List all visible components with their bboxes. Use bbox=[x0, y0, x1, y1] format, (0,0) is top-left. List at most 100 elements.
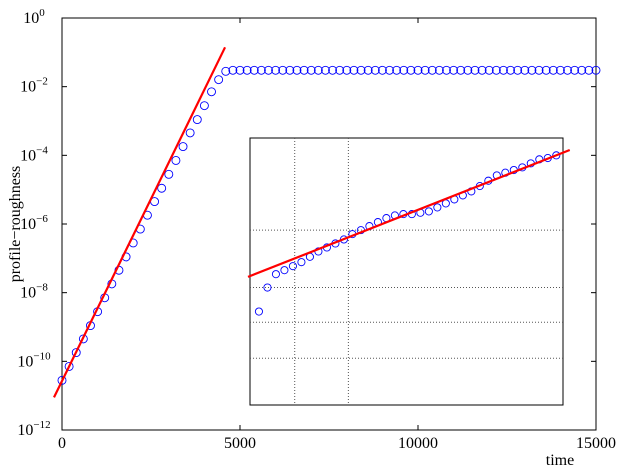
data-point bbox=[228, 65, 238, 75]
data-point bbox=[563, 65, 572, 75]
data-point bbox=[541, 65, 551, 75]
data-point bbox=[313, 65, 323, 75]
data-point bbox=[242, 65, 252, 75]
tick-base: 10 bbox=[20, 216, 36, 233]
data-point bbox=[249, 65, 259, 75]
data-point bbox=[285, 65, 295, 75]
data-point bbox=[534, 65, 544, 75]
data-point bbox=[498, 65, 508, 75]
data-point bbox=[349, 65, 359, 75]
data-point bbox=[413, 65, 423, 75]
data-point bbox=[433, 203, 442, 212]
data-point bbox=[463, 65, 473, 75]
y-tick-label: 100 bbox=[23, 7, 45, 27]
data-point bbox=[185, 128, 195, 138]
y-tick-label: 10−6 bbox=[20, 213, 48, 233]
data-point bbox=[288, 262, 297, 271]
data-point bbox=[157, 183, 167, 193]
data-point bbox=[442, 65, 451, 75]
fit-line bbox=[53, 46, 227, 398]
tick-exponent: −2 bbox=[36, 76, 48, 88]
tick-base: 10 bbox=[17, 422, 33, 439]
tick-exponent: −4 bbox=[36, 144, 48, 156]
data-point bbox=[491, 65, 501, 75]
data-point bbox=[370, 65, 380, 75]
data-point bbox=[513, 65, 523, 75]
tick-exponent: −10 bbox=[33, 350, 51, 362]
data-point bbox=[555, 65, 565, 75]
data-point bbox=[299, 65, 309, 75]
tick-exponent: −12 bbox=[33, 419, 50, 431]
data-point bbox=[427, 65, 437, 75]
y-axis-label: profile−roughness bbox=[7, 166, 24, 283]
data-point bbox=[456, 65, 466, 75]
y-tick-label: 10−4 bbox=[20, 144, 48, 164]
data-point bbox=[221, 66, 231, 76]
data-point bbox=[57, 375, 67, 385]
data-point bbox=[527, 65, 537, 75]
data-point bbox=[271, 270, 280, 279]
data-point bbox=[207, 87, 216, 97]
data-point bbox=[506, 65, 516, 75]
tick-base: 10 bbox=[20, 147, 36, 164]
data-point bbox=[71, 348, 81, 358]
data-point bbox=[470, 65, 480, 75]
tick-base: 10 bbox=[20, 79, 36, 96]
data-point bbox=[280, 266, 289, 275]
y-tick-label: 10−12 bbox=[17, 419, 50, 439]
data-point bbox=[297, 258, 306, 267]
tick-base: 10 bbox=[23, 10, 39, 27]
data-point bbox=[392, 65, 402, 75]
x-axis-label: time bbox=[546, 452, 574, 469]
x-tick-label: 15000 bbox=[576, 435, 616, 452]
data-point bbox=[171, 155, 181, 165]
data-point bbox=[342, 65, 352, 75]
data-point bbox=[256, 65, 266, 75]
inset-frame bbox=[249, 137, 564, 406]
data-point bbox=[591, 65, 601, 75]
data-point bbox=[577, 65, 587, 75]
x-tick-label: 10000 bbox=[398, 435, 438, 452]
data-point bbox=[264, 65, 273, 75]
fit-line bbox=[247, 148, 571, 278]
data-point bbox=[385, 65, 394, 75]
data-point bbox=[434, 65, 444, 75]
data-point bbox=[64, 361, 74, 371]
data-point bbox=[320, 65, 330, 75]
data-point bbox=[548, 65, 558, 75]
data-point bbox=[335, 65, 345, 75]
data-point bbox=[424, 207, 433, 216]
tick-exponent: 0 bbox=[39, 7, 45, 19]
data-point bbox=[584, 65, 594, 75]
y-tick-label: 10−8 bbox=[20, 282, 48, 302]
data-point bbox=[377, 65, 387, 75]
data-point bbox=[363, 65, 373, 75]
data-point bbox=[570, 65, 580, 75]
data-point bbox=[263, 283, 272, 292]
data-point bbox=[328, 65, 338, 75]
data-point bbox=[552, 151, 561, 160]
data-point bbox=[420, 65, 430, 75]
tick-base: 10 bbox=[17, 353, 33, 370]
data-point bbox=[520, 65, 530, 75]
tick-exponent: −6 bbox=[36, 213, 48, 225]
data-point bbox=[399, 65, 409, 75]
data-point bbox=[449, 65, 459, 75]
data-point bbox=[477, 65, 487, 75]
y-tick-label: 10−2 bbox=[20, 76, 48, 96]
data-point bbox=[271, 65, 281, 75]
data-point bbox=[406, 65, 416, 75]
data-point bbox=[164, 169, 174, 179]
data-point bbox=[484, 65, 494, 75]
data-point bbox=[192, 115, 202, 125]
tick-base: 10 bbox=[20, 285, 36, 302]
tick-exponent: −8 bbox=[36, 282, 48, 294]
data-point bbox=[235, 65, 245, 75]
x-tick-label: 0 bbox=[58, 435, 66, 452]
data-point bbox=[278, 65, 288, 75]
x-tick-label: 5000 bbox=[224, 435, 256, 452]
data-point bbox=[306, 65, 316, 75]
data-point bbox=[254, 307, 263, 316]
data-point bbox=[292, 65, 302, 75]
